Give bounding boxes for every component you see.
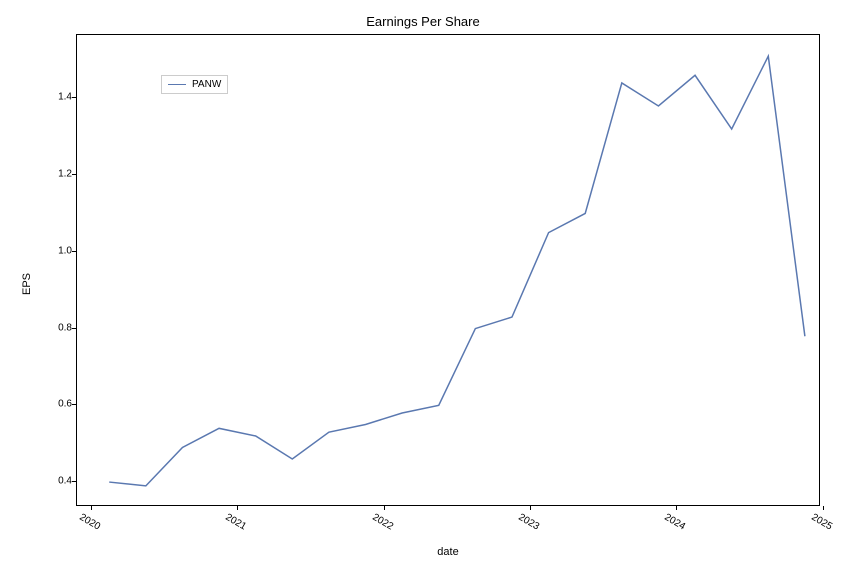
x-tick-mark xyxy=(676,506,677,510)
legend-label: PANW xyxy=(192,79,221,90)
legend-swatch xyxy=(168,84,186,86)
y-tick-mark xyxy=(72,328,76,329)
y-tick-label: 0.6 xyxy=(42,399,72,410)
series-line-panw xyxy=(109,56,805,486)
x-tick-mark xyxy=(823,506,824,510)
x-tick-label: 2024 xyxy=(663,512,688,533)
x-tick-label: 2022 xyxy=(370,512,395,533)
eps-chart: Earnings Per Share EPS date PANW 0.4 0.6 0… xyxy=(0,0,846,568)
chart-title: Earnings Per Share xyxy=(0,14,846,29)
y-tick-label: 1.0 xyxy=(42,245,72,256)
x-tick-mark xyxy=(237,506,238,510)
y-tick-mark xyxy=(72,174,76,175)
x-tick-mark xyxy=(530,506,531,510)
y-tick-label: 1.4 xyxy=(42,92,72,103)
x-tick-label: 2021 xyxy=(223,512,248,533)
y-tick-mark xyxy=(72,97,76,98)
legend: PANW xyxy=(161,75,228,94)
y-tick-label: 0.4 xyxy=(42,476,72,487)
x-tick-mark xyxy=(91,506,92,510)
y-tick-label: 1.2 xyxy=(42,169,72,180)
y-axis-label: EPS xyxy=(21,273,33,295)
plot-area: PANW xyxy=(76,34,820,506)
line-series-svg xyxy=(77,35,821,507)
x-tick-label: 2023 xyxy=(516,512,541,533)
x-tick-label: 2025 xyxy=(809,512,834,533)
y-tick-mark xyxy=(72,251,76,252)
y-tick-label: 0.8 xyxy=(42,322,72,333)
x-tick-label: 2020 xyxy=(77,512,102,533)
y-tick-mark xyxy=(72,404,76,405)
x-axis-label: date xyxy=(76,546,820,558)
y-tick-mark xyxy=(72,481,76,482)
x-tick-mark xyxy=(384,506,385,510)
